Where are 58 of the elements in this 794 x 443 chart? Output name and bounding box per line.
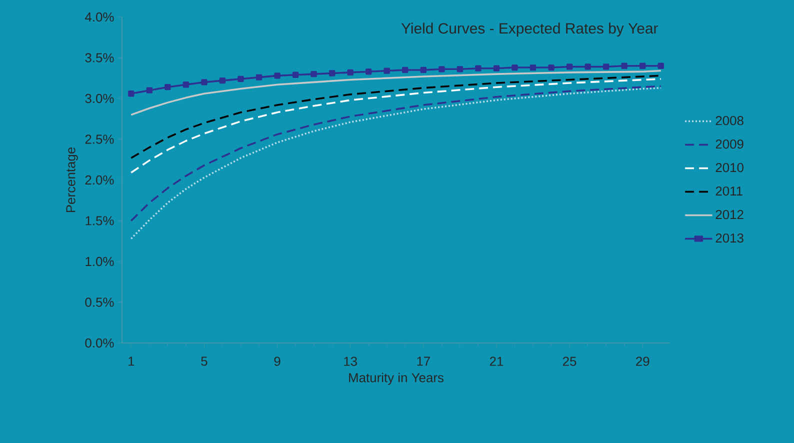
point bbox=[256, 74, 262, 80]
point bbox=[238, 76, 244, 82]
point bbox=[164, 84, 171, 90]
point bbox=[584, 64, 591, 70]
x-tick-label: 5 bbox=[201, 356, 208, 366]
point bbox=[475, 65, 482, 72]
point bbox=[658, 62, 664, 69]
x-tick-label: 29 bbox=[636, 356, 650, 366]
x-tick-label: 9 bbox=[274, 356, 280, 366]
legend-label: 2009 bbox=[716, 139, 744, 149]
x-tick-label: 13 bbox=[344, 356, 357, 366]
point bbox=[621, 62, 628, 69]
point bbox=[456, 66, 464, 72]
point bbox=[602, 64, 610, 70]
point bbox=[512, 64, 518, 71]
point bbox=[347, 69, 354, 76]
point bbox=[219, 77, 226, 84]
point bbox=[530, 64, 536, 71]
y-tick-label: 4.0% bbox=[85, 12, 114, 22]
x-tick-label: 17 bbox=[417, 356, 430, 366]
legend-label: 2010 bbox=[716, 162, 744, 172]
legend-label: 2013 bbox=[716, 233, 744, 243]
point bbox=[201, 79, 208, 86]
point bbox=[182, 82, 190, 88]
x-tick-label: 1 bbox=[128, 356, 134, 366]
point bbox=[274, 72, 280, 79]
point bbox=[384, 68, 390, 74]
y-tick-label: 0.0% bbox=[85, 338, 114, 348]
legend-label: 2011 bbox=[716, 186, 742, 196]
x-tick-label: 25 bbox=[562, 356, 576, 366]
point bbox=[493, 65, 500, 72]
y-tick-label: 2.0% bbox=[85, 175, 114, 185]
line-series bbox=[130, 70, 662, 116]
y-tick-label: 1.5% bbox=[86, 216, 114, 226]
y-tick-label: 2.5% bbox=[85, 134, 114, 144]
point bbox=[438, 66, 445, 72]
legend-label: 2012 bbox=[716, 210, 744, 220]
y-tick-label: 3.5% bbox=[85, 53, 114, 62]
point bbox=[420, 66, 426, 74]
point bbox=[310, 70, 317, 78]
y-axis-title: Percentage bbox=[66, 147, 78, 212]
point bbox=[566, 64, 573, 70]
legend-label: 2008 bbox=[716, 116, 744, 126]
point bbox=[366, 68, 372, 75]
y-tick-label: 0.5% bbox=[85, 298, 114, 307]
chart-title: Yield Curves - Expected Rates by Year bbox=[401, 22, 658, 37]
point bbox=[292, 72, 299, 78]
y-tick-label: 3.0% bbox=[85, 94, 114, 104]
point bbox=[548, 64, 554, 71]
x-axis-title: Maturity in Years bbox=[349, 372, 444, 385]
y-tick-label: 1.0% bbox=[86, 256, 114, 266]
point bbox=[328, 70, 336, 76]
x-tick-label: 21 bbox=[490, 356, 504, 366]
point bbox=[128, 90, 134, 97]
point bbox=[640, 62, 646, 69]
point bbox=[402, 66, 408, 74]
point bbox=[146, 87, 152, 94]
line-series bbox=[130, 78, 662, 174]
